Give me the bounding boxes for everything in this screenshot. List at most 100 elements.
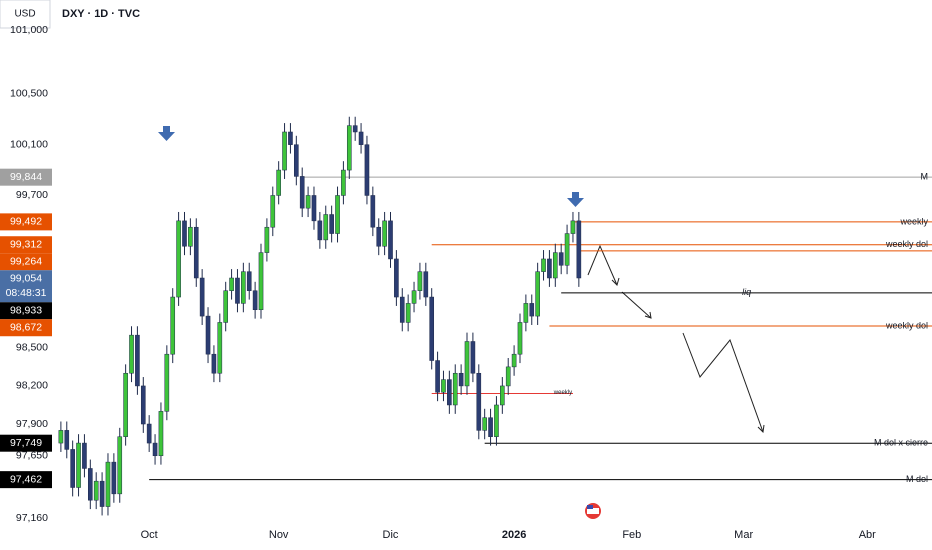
candle-body [188,226,193,247]
currency: USD [14,9,35,20]
candle-body [452,372,458,406]
candle-body [535,271,540,317]
x-tick-label: Oct [141,529,158,541]
arrow-head [644,311,652,319]
flag-icon [585,503,601,519]
candle-body [511,353,517,368]
candle-body [193,226,199,279]
candle-body [123,372,128,437]
candle-body [258,252,264,310]
candle-body [282,131,287,171]
price-badge-label: 97,749 [10,437,42,449]
candle-body [529,303,535,317]
x-tick-label: Nov [269,529,289,541]
minor-level-name: weekly [553,390,572,396]
candle-body [323,214,329,241]
price-badge-label: 98,933 [10,305,42,317]
projection [587,244,765,434]
candle-body [76,442,81,488]
candle-body [394,258,399,298]
y-tick-label: 100,500 [10,88,48,100]
level-name: liq [742,287,751,297]
candle-body [523,303,529,323]
flag-stripe [587,508,599,514]
candle-body [370,195,376,228]
level-name: weekly dol [885,320,928,330]
candle-body [564,233,570,266]
candle-body [429,296,435,361]
candle-body [305,195,311,209]
candle-body [476,372,482,431]
candle-body [105,461,111,507]
candle-body [505,366,511,387]
candle-body [317,220,323,241]
candle-body [211,353,217,374]
candle-body [217,322,223,374]
candle-body [352,125,358,133]
x-tick-label: Mar [734,529,753,541]
candle-body [488,417,493,437]
candle-body [311,195,317,222]
x-tick-label: Dic [383,529,399,541]
candle-body [346,125,352,171]
level-name: M dol x cierre [874,438,928,448]
candle-body [335,195,340,234]
price-badge [0,434,52,452]
candle-body [146,423,152,444]
candle-body [129,334,134,374]
flag-canton [587,505,593,509]
x-tick-label: 2026 [502,529,526,541]
candle-body [358,131,364,145]
projection-path [621,291,652,319]
chart-title: DXY · 1D · TVC [62,8,140,20]
candle-body [135,334,140,387]
candle-body [382,220,387,247]
price-badge-label: 99,844 [10,171,42,183]
y-tick-label: 100,100 [10,138,48,150]
candle-body [182,220,187,247]
candle-body [423,271,429,298]
candle-body [205,315,211,355]
candle-body [570,220,576,234]
price-badge [0,319,52,337]
candle-body [552,252,558,279]
price-badge-label: 98,672 [10,322,42,334]
candle-body [447,379,452,406]
candle-body [464,341,470,387]
y-tick-label: 97,650 [16,450,48,462]
candle-body [411,290,417,304]
candle-body [288,131,293,145]
candle-body [576,220,582,279]
price-badge [0,471,52,489]
y-tick-label: 98,500 [16,342,48,354]
candle-body [99,480,105,507]
candle-body [241,271,246,304]
candle-body [494,404,499,437]
candle-body [435,360,440,393]
level-name: weekly dol [885,239,928,249]
candle-body [458,372,464,387]
candle-body [470,341,476,374]
y-tick-label: 99,700 [16,189,48,201]
candle-body [229,277,234,291]
candle-body [152,442,158,457]
candle-body [329,214,334,234]
arrow-head [757,424,765,434]
candle-body [264,226,270,253]
price-badge [0,168,52,186]
candle-body [388,220,393,260]
y-tick-label: 98,200 [16,380,48,392]
price-badges: 99,844 99,492 99,312 99,264 99,054 08:48:31 98… [0,168,52,489]
candle-body [405,303,411,323]
price-badge-label: 99,492 [10,216,42,228]
candle-body [58,430,64,444]
arrow-marker [158,126,584,207]
price-badge [0,236,52,254]
level-name: M [921,172,929,182]
candle-body [64,430,70,450]
level-name: M dol [906,474,928,484]
